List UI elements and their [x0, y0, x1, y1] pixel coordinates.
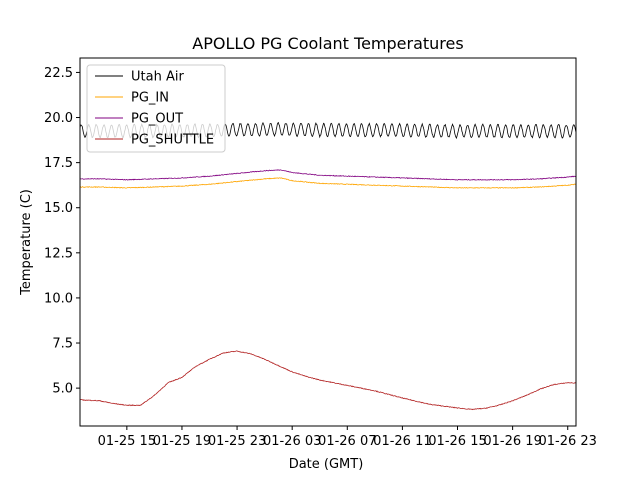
- y-axis: 5.0 7.5 10.0 12.5 15.0 17.5 20.0 22.5: [44, 66, 80, 397]
- x-tick-label: 01-26 19: [483, 434, 541, 449]
- series-line-pg-out: [79, 169, 577, 181]
- x-axis-label: Date (GMT): [289, 457, 364, 472]
- y-tick-label: 5.0: [52, 382, 73, 397]
- legend-box: [86, 64, 226, 153]
- y-tick-label: 17.5: [44, 156, 73, 171]
- legend: Utah Air PG_IN PG_OUT PG_SHUTTLE: [86, 64, 226, 153]
- y-tick-label: 22.5: [44, 66, 73, 81]
- chart-title: APOLLO PG Coolant Temperatures: [192, 34, 463, 53]
- x-tick-label: 01-25 15: [98, 434, 156, 449]
- y-tick-label: 10.0: [44, 291, 73, 306]
- x-tick-label: 01-26 23: [539, 434, 597, 449]
- legend-label: PG_OUT: [131, 112, 183, 127]
- y-axis-label: Temperature (C): [19, 189, 34, 296]
- series-line-pg-in: [79, 177, 577, 189]
- y-tick-label: 15.0: [44, 201, 73, 216]
- legend-label: Utah Air: [131, 70, 184, 85]
- y-tick-label: 12.5: [44, 246, 73, 261]
- y-tick-label: 7.5: [52, 337, 73, 352]
- plot-frame: [79, 57, 577, 427]
- x-tick-label: 01-25 19: [153, 434, 211, 449]
- series-line-pg-shuttle: [79, 350, 577, 411]
- x-tick-label: 01-26 03: [263, 434, 321, 449]
- x-tick-label: 01-26 15: [428, 434, 486, 449]
- y-tick-label: 20.0: [44, 111, 73, 126]
- x-tick-label: 01-26 11: [373, 434, 431, 449]
- x-tick-label: 01-26 07: [318, 434, 376, 449]
- x-tick-label: 01-25 23: [208, 434, 266, 449]
- legend-label: PG_SHUTTLE: [131, 133, 214, 148]
- legend-label: PG_IN: [131, 91, 169, 106]
